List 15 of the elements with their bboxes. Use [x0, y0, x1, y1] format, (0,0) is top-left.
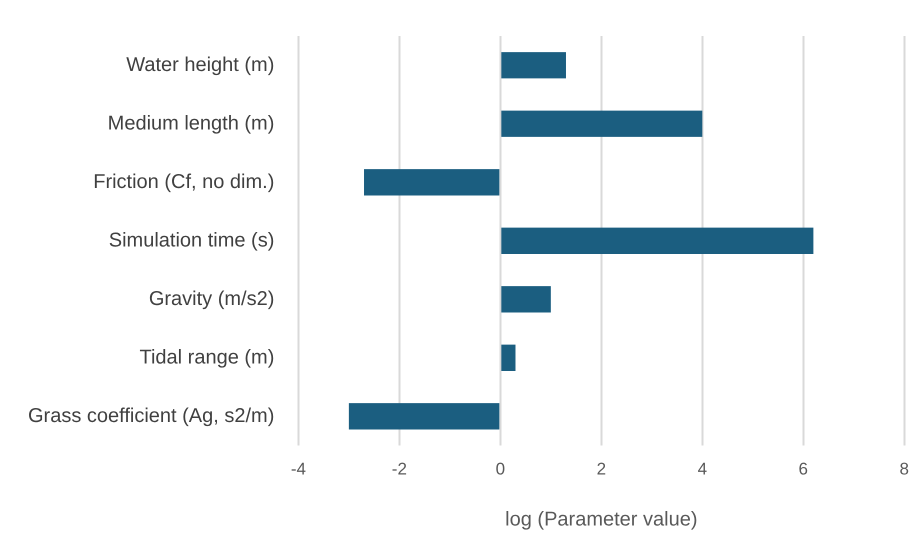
y-tick-label: Grass coefficient (Ag, s2/m)	[28, 404, 274, 427]
x-tick-label: 8	[900, 459, 910, 478]
x-axis-title: log (Parameter value)	[505, 508, 698, 531]
x-tick-label: 2	[596, 459, 606, 478]
y-tick-label: Gravity (m/s2)	[148, 288, 274, 310]
x-tick-label: 4	[698, 459, 708, 478]
x-tick-label: 6	[798, 459, 808, 478]
x-tick-label: -2	[392, 459, 407, 478]
x-tick-label: -4	[290, 459, 306, 478]
x-tick-label: 0	[496, 459, 506, 478]
y-tick-label: Medium length (m)	[108, 112, 274, 134]
y-tick-label: Friction (Cf, no dim.)	[93, 170, 274, 193]
y-tick-label: Tidal range (m)	[140, 346, 274, 368]
y-tick-label: Water height (m)	[126, 54, 274, 76]
y-tick-label: Simulation time (s)	[108, 229, 274, 252]
